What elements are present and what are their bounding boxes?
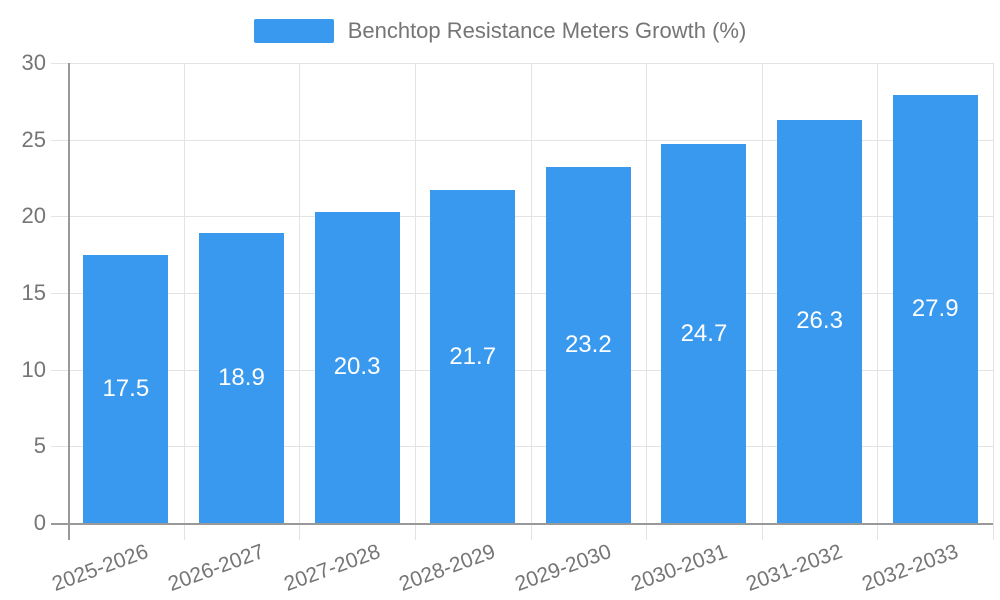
gridline-v (414, 63, 416, 540)
bar-value-label: 20.3 (333, 353, 381, 381)
gridline-v (761, 63, 763, 540)
x-axis-tick-label: 2025-2026 (49, 540, 152, 596)
gridline-v (299, 63, 301, 540)
gridline-h (51, 293, 993, 294)
bar[interactable]: 23.2 (545, 167, 631, 523)
y-axis-tick-label: 20 (21, 203, 46, 229)
bar[interactable]: 26.3 (777, 119, 863, 523)
y-axis-tick-label: 25 (21, 126, 46, 152)
gridline-h (51, 446, 993, 448)
x-axis-tick-label: 2027-2028 (280, 540, 383, 596)
gridline-h (51, 63, 993, 64)
gridline-v (993, 63, 994, 540)
bar-value-label: 26.3 (796, 307, 843, 335)
bar-value-label: 27.9 (911, 295, 959, 323)
y-axis-tick-label: 10 (21, 356, 46, 382)
x-axis-tick-label: 2029-2030 (511, 540, 615, 596)
gridline-h (51, 139, 993, 141)
gridline-h (51, 216, 993, 218)
x-axis-tick-label: 2026-2027 (165, 540, 268, 596)
bar[interactable]: 20.3 (314, 211, 400, 523)
x-axis-tick-label: 2030-2031 (627, 540, 730, 596)
x-axis-tick-label: 2028-2029 (396, 540, 499, 596)
bar[interactable]: 27.9 (892, 95, 978, 523)
bar-value-label: 17.5 (102, 374, 150, 402)
gridline-v (646, 63, 648, 540)
bar[interactable]: 24.7 (661, 144, 747, 523)
bar-value-label: 23.2 (564, 331, 612, 359)
legend-swatch (253, 19, 334, 43)
bar[interactable]: 17.5 (83, 254, 169, 523)
x-axis-tick-label: 2032-2033 (858, 540, 962, 596)
legend[interactable]: Benchtop Resistance Meters Growth (%) (0, 18, 1000, 44)
gridline-v (877, 63, 879, 540)
bar[interactable]: 21.7 (430, 190, 516, 523)
bar-value-label: 24.7 (680, 319, 728, 347)
bar-value-label: 21.7 (449, 342, 497, 370)
gridline-v (183, 63, 185, 540)
y-axis-tick-label: 0 (33, 510, 46, 535)
y-axis-tick-label: 30 (21, 50, 46, 75)
gridline-h (51, 369, 993, 371)
x-axis-line (51, 523, 993, 525)
y-axis-tick-label: 15 (21, 280, 46, 305)
y-axis-tick-label: 5 (33, 433, 46, 459)
x-axis-tick-label: 2031-2032 (743, 540, 846, 596)
y-axis-line (68, 63, 70, 540)
bar-value-label: 18.9 (218, 364, 265, 392)
legend-label: Benchtop Resistance Meters Growth (%) (347, 18, 747, 43)
gridline-v (530, 63, 532, 540)
bar[interactable]: 18.9 (198, 233, 284, 523)
